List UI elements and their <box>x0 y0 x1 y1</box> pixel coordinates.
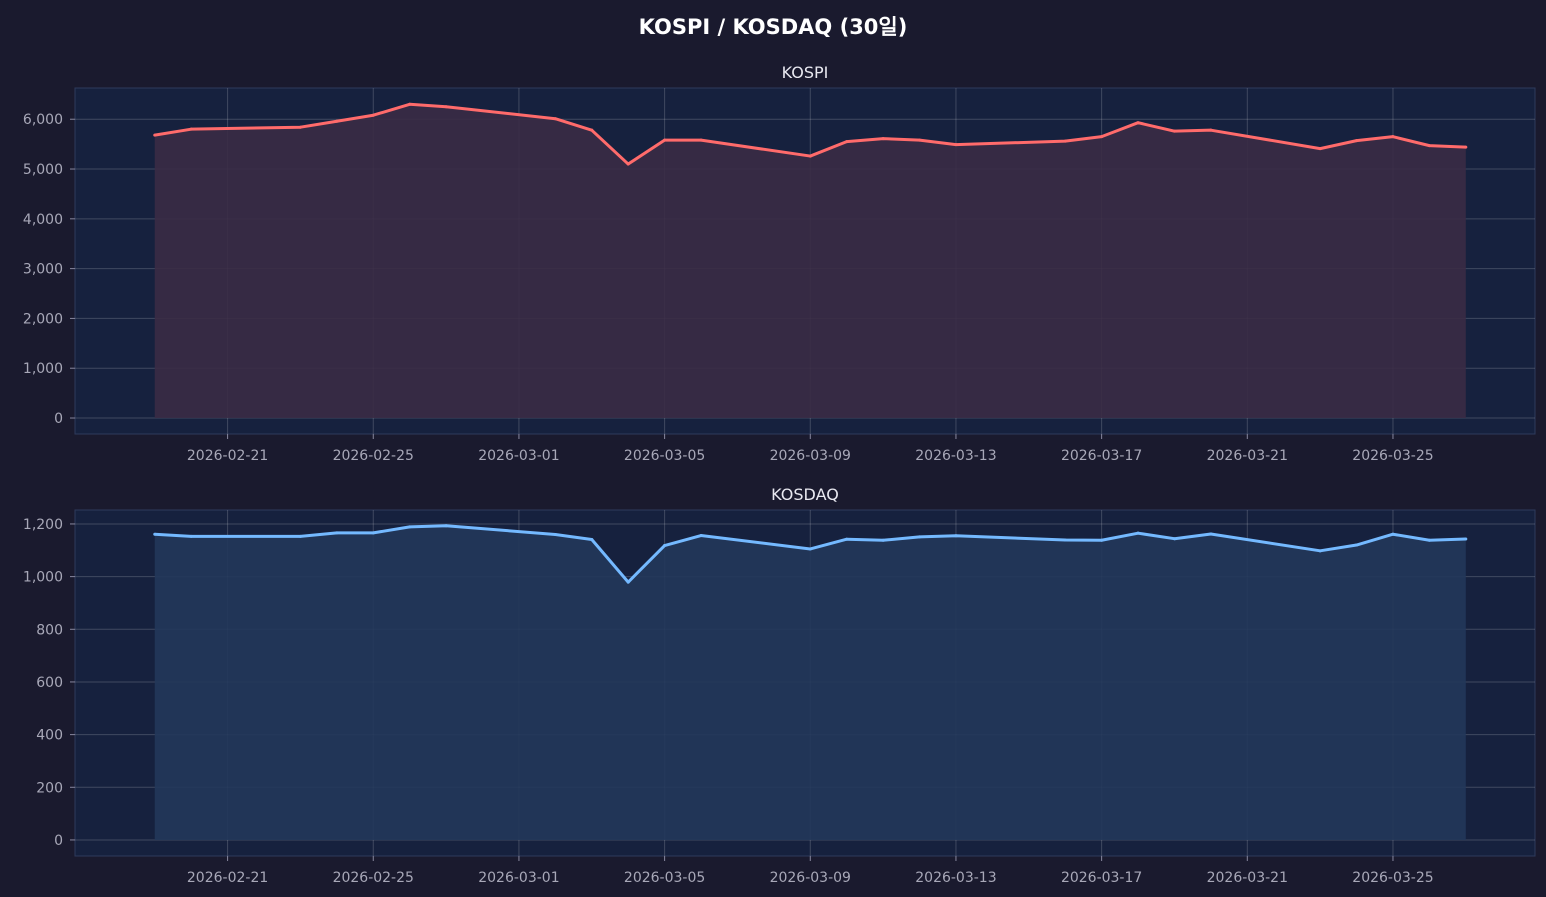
x-tick-label: 2026-02-25 <box>333 448 414 464</box>
x-tick-label: 2026-03-05 <box>624 448 705 464</box>
kosdaq-area-fill <box>154 525 1466 840</box>
data-point <box>153 532 157 536</box>
y-tick-label: 2,000 <box>23 311 63 327</box>
data-point <box>1318 549 1322 553</box>
data-point <box>918 535 922 539</box>
x-tick-label: 2026-03-25 <box>1352 448 1433 464</box>
data-point <box>808 154 812 158</box>
x-tick-label: 2026-03-13 <box>915 870 996 886</box>
y-tick-label: 1,000 <box>23 570 63 586</box>
figure-title: KOSPI / KOSDAQ (30일) <box>639 15 908 39</box>
y-tick-label: 0 <box>54 411 63 427</box>
kospi-area-fill <box>154 104 1466 419</box>
data-point <box>1100 538 1104 542</box>
data-point <box>1100 135 1104 139</box>
data-point <box>808 547 812 551</box>
kospi-panel: KOSPI 2026-02-21 2026-02-25 2026-03-01 2026… <box>23 63 1536 464</box>
data-point <box>590 537 594 541</box>
data-point <box>408 102 412 106</box>
data-point <box>1172 537 1176 541</box>
data-point <box>189 127 193 131</box>
x-tick-label: 2026-03-05 <box>624 870 705 886</box>
kospi-title: KOSPI <box>782 63 829 82</box>
data-point <box>1209 128 1213 132</box>
x-tick-label: 2026-02-21 <box>187 870 268 886</box>
data-point <box>1172 129 1176 133</box>
data-point <box>298 534 302 538</box>
x-tick-label: 2026-02-21 <box>187 448 268 464</box>
data-point <box>590 128 594 132</box>
x-tick-label: 2026-03-09 <box>770 448 851 464</box>
x-tick-label: 2026-03-21 <box>1207 448 1288 464</box>
x-tick-label: 2026-03-01 <box>478 448 559 464</box>
x-tick-label: 2026-03-13 <box>915 448 996 464</box>
data-point <box>954 534 958 538</box>
data-point <box>918 138 922 142</box>
data-point <box>881 137 885 141</box>
data-point <box>335 119 339 123</box>
data-point <box>1355 543 1359 547</box>
data-point <box>553 117 557 121</box>
data-point <box>1063 538 1067 542</box>
data-point <box>626 162 630 166</box>
data-point <box>1427 144 1431 148</box>
x-tick-label: 2026-03-09 <box>770 870 851 886</box>
data-point <box>298 125 302 129</box>
data-point <box>1391 135 1395 139</box>
data-point <box>371 531 375 535</box>
data-point <box>881 538 885 542</box>
data-point <box>1464 537 1468 541</box>
y-tick-label: 200 <box>36 780 63 796</box>
data-point <box>663 544 667 548</box>
y-tick-label: 0 <box>54 833 63 849</box>
y-tick-label: 1,000 <box>23 361 63 377</box>
data-point <box>1318 147 1322 151</box>
x-tick-label: 2026-03-01 <box>478 870 559 886</box>
kosdaq-panel: KOSDAQ 2026-02-21 2026-02-25 2026-03-01 202… <box>23 485 1536 886</box>
data-point <box>335 531 339 535</box>
data-point <box>408 525 412 529</box>
data-point <box>1136 121 1140 125</box>
data-point <box>699 138 703 142</box>
data-point <box>1355 139 1359 143</box>
data-point <box>1464 145 1468 149</box>
x-tick-label: 2026-03-21 <box>1207 870 1288 886</box>
y-tick-label: 3,000 <box>23 262 63 278</box>
y-tick-label: 1,200 <box>23 517 63 533</box>
y-tick-label: 5,000 <box>23 162 63 178</box>
y-tick-label: 800 <box>36 622 63 638</box>
y-tick-label: 600 <box>36 675 63 691</box>
data-point <box>845 537 849 541</box>
data-point <box>1136 531 1140 535</box>
x-tick-label: 2026-02-25 <box>333 870 414 886</box>
data-point <box>626 580 630 584</box>
data-point <box>663 138 667 142</box>
data-point <box>444 524 448 528</box>
x-tick-label: 2026-03-25 <box>1352 870 1433 886</box>
data-point <box>1063 139 1067 143</box>
data-point <box>954 143 958 147</box>
data-point <box>699 534 703 538</box>
kosdaq-title: KOSDAQ <box>771 485 839 504</box>
data-point <box>1427 538 1431 542</box>
data-point <box>153 133 157 137</box>
y-tick-label: 6,000 <box>23 112 63 128</box>
data-point <box>1391 532 1395 536</box>
y-tick-label: 400 <box>36 728 63 744</box>
x-tick-label: 2026-03-17 <box>1061 448 1142 464</box>
x-tick-label: 2026-03-17 <box>1061 870 1142 886</box>
data-point <box>189 534 193 538</box>
y-tick-label: 4,000 <box>23 212 63 228</box>
data-point <box>371 113 375 117</box>
data-point <box>444 105 448 109</box>
data-point <box>553 532 557 536</box>
data-point <box>1209 532 1213 536</box>
data-point <box>845 140 849 144</box>
